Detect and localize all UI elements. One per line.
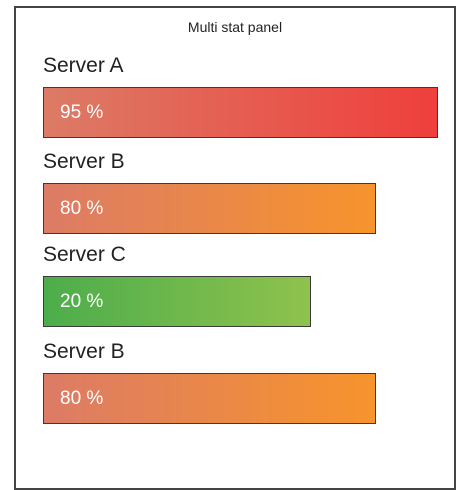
stat-label: Server A [43,54,124,77]
stat-label: Server B [43,340,125,363]
stat-row-server-b-2: Server B 80 % [43,340,438,424]
stat-value: 95 % [60,101,104,123]
stat-bar: 80 % [43,183,376,234]
stat-value: 20 % [60,290,104,312]
stat-value: 80 % [60,387,104,409]
stat-label: Server C [43,243,126,266]
stat-bar: 95 % [43,87,438,138]
stat-row-server-b: Server B 80 % [43,150,438,234]
stat-label: Server B [43,150,125,173]
stat-row-server-c: Server C 20 % [43,243,438,327]
panel-title: Multi stat panel [187,19,283,35]
stat-bar: 20 % [43,276,311,327]
multi-stat-panel: Multi stat panel Server A 95 % Server B … [14,6,456,490]
stat-bar: 80 % [43,373,376,424]
stat-row-server-a: Server A 95 % [43,54,438,138]
stat-value: 80 % [60,197,104,219]
